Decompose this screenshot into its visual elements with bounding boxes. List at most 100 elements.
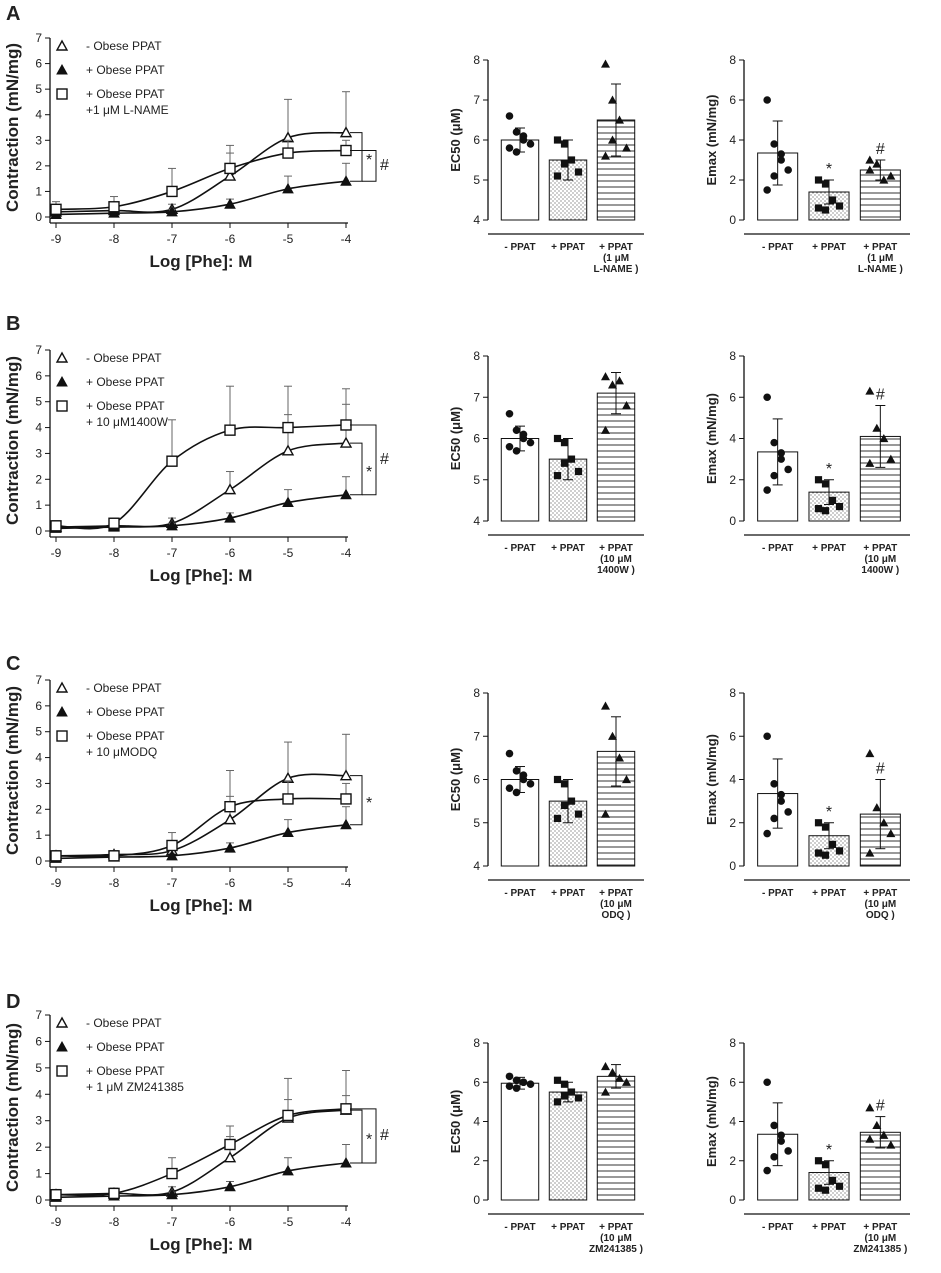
data-point [512,1076,521,1085]
y-tick-label: 7 [473,729,480,743]
data-point [608,380,617,389]
data-point [560,1080,569,1088]
data-point [763,829,771,838]
category-label: 1400W ) [861,565,899,576]
data-point [828,840,837,848]
data-point [553,1076,562,1084]
data-point [223,483,237,495]
data-point [601,372,610,381]
y-axis-title: Contraction (mN/mg) [3,686,22,855]
data-point [340,793,352,805]
category-label: - PPAT [762,1222,793,1233]
data-point [821,1186,830,1194]
category-label: + PPAT [812,242,846,253]
significance-bracket [350,132,363,182]
y-tick-label: 5 [35,725,42,739]
data-point [505,1082,514,1090]
data-point [828,196,837,204]
category-label: + PPAT [551,1222,585,1233]
category-label: + PPAT [812,888,846,899]
y-tick-label: 7 [35,31,42,45]
data-point [50,520,62,532]
data-point [615,1073,624,1082]
bar [548,1091,588,1201]
data-point [519,771,528,779]
y-tick-label: 8 [729,1036,736,1050]
data-point [108,1187,120,1200]
y-axis-title: Emax (mN/mg) [704,94,719,185]
data-point [340,419,352,431]
x-tick-label: -4 [341,1215,352,1229]
data-point [340,488,352,500]
legend-marker [56,1040,68,1052]
data-point [879,175,889,184]
data-point [784,166,792,174]
data-point [512,447,521,455]
y-tick-label: 4 [35,108,42,122]
data-point [282,1164,294,1176]
series-curve [55,824,347,860]
series-curve [55,1108,347,1197]
data-point [865,155,875,164]
data-point [872,1120,882,1130]
data-point [615,753,624,762]
data-point [282,147,294,159]
y-tick-label: 5 [473,473,480,487]
data-point [519,132,528,140]
x-tick-label: -5 [283,546,294,560]
data-point [224,801,236,813]
x-axis-title: Log [Phe]: M [150,1235,253,1254]
y-tick-label: 8 [729,686,736,700]
category-label: - PPAT [504,888,535,899]
significance-mark: # [876,1098,885,1115]
data-point [166,519,178,531]
category-label: + PPAT [863,1222,897,1233]
data-point [282,182,294,194]
data-point [763,732,771,741]
x-tick-label: -9 [51,546,62,560]
legend-marker [55,1016,69,1028]
data-point [166,1167,178,1180]
data-point [50,203,62,216]
y-tick-label: 0 [35,1193,42,1207]
legend-marker [56,730,68,742]
y-tick-label: 4 [35,1087,42,1101]
data-point [608,731,617,740]
data-point [835,502,844,511]
category-label: (1 μM [867,253,893,264]
data-point [777,790,785,799]
category-label: (10 μM [600,554,632,565]
legend-marker [56,400,68,412]
data-point [553,775,562,784]
data-point [615,115,624,124]
y-tick-label: 6 [473,133,480,147]
y-axis-title: Emax (mN/mg) [704,734,719,825]
y-tick-label: 6 [35,1034,42,1048]
y-tick-label: 7 [35,343,42,357]
data-point [821,206,830,214]
data-point [108,850,120,862]
data-point [526,438,535,447]
data-point [512,1084,521,1092]
data-point [777,449,785,457]
data-point [763,186,771,194]
data-point [814,204,823,212]
significance-mark: * [826,1142,832,1159]
y-tick-label: 5 [473,816,480,830]
category-label: ZM241385 ) [589,1244,643,1255]
significance-mark: * [826,461,832,478]
data-point [560,140,569,148]
data-point [567,156,576,164]
y-axis-title: EC50 (μM) [448,748,463,812]
y-tick-label: 3 [35,776,42,790]
legend-label: + Obese PPAT [86,705,165,719]
panel-letter-a: A [6,3,20,25]
y-tick-label: 4 [729,432,736,446]
x-axis-title: Log [Phe]: M [150,566,253,585]
series-curve [55,131,347,213]
data-point [872,803,882,812]
data-point [777,1137,785,1145]
